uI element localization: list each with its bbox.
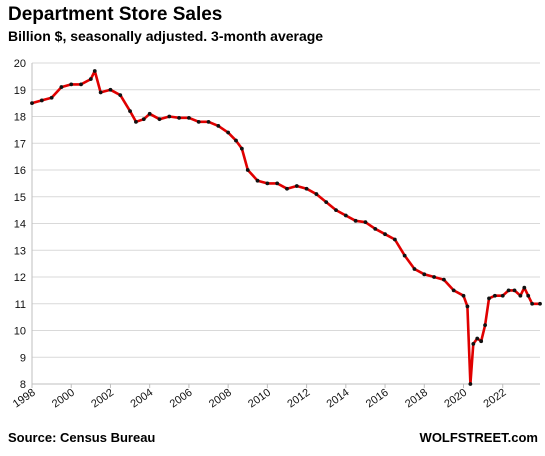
x-tick-label: 2006 (168, 387, 195, 411)
y-tick-label: 16 (14, 165, 26, 177)
data-point (518, 293, 523, 298)
chart-title: Department Store Sales (8, 4, 223, 25)
data-point (49, 95, 54, 100)
y-tick-label: 20 (14, 58, 26, 70)
data-point (88, 77, 93, 81)
data-point (226, 130, 231, 135)
data-point (294, 184, 299, 188)
data-point (108, 87, 113, 92)
data-point (245, 168, 250, 172)
data-point (483, 323, 487, 328)
data-point (157, 117, 162, 122)
source-note: Source: Census Bureau (8, 430, 156, 445)
data-point (402, 253, 407, 258)
data-point (422, 272, 427, 277)
data-point (216, 123, 221, 128)
y-tick-label: 9 (20, 352, 26, 364)
data-point (275, 181, 280, 186)
data-point (59, 85, 64, 89)
y-tick-label: 13 (14, 245, 26, 257)
data-point (383, 232, 387, 237)
data-point (392, 237, 397, 242)
y-tick-label: 18 (14, 112, 26, 124)
data-point (265, 181, 270, 186)
data-point (285, 186, 289, 191)
data-point (187, 115, 191, 120)
x-tick-label: 2020 (442, 387, 469, 411)
y-tick-label: 19 (14, 85, 26, 97)
data-point (432, 275, 436, 279)
data-point (522, 285, 527, 290)
data-point (343, 213, 348, 218)
data-point (363, 220, 368, 225)
y-tick-label: 10 (14, 326, 26, 338)
data-point (506, 288, 511, 293)
x-tick-label: 2016 (364, 387, 391, 411)
data-point (69, 82, 74, 87)
data-point (30, 101, 34, 106)
data-point (147, 111, 152, 116)
data-point (451, 288, 456, 293)
data-point (471, 341, 476, 346)
data-point (167, 114, 172, 119)
x-tick-label: 2010 (246, 387, 273, 411)
data-point (39, 98, 44, 103)
x-tick-label: 2014 (325, 387, 352, 411)
data-point (304, 186, 309, 191)
x-tick-label: 2022 (482, 387, 509, 411)
x-tick-label: 1998 (11, 387, 38, 411)
series-line (30, 69, 542, 386)
data-point (79, 82, 83, 87)
data-point (487, 296, 491, 301)
x-tick-label: 2000 (50, 387, 77, 411)
data-point (196, 119, 201, 124)
data-point (206, 119, 211, 124)
brand-logo-text: WOLFSTREET.com (419, 430, 538, 445)
data-point (118, 93, 123, 97)
x-tick-label: 2008 (207, 387, 234, 411)
data-point (177, 115, 182, 120)
data-point (465, 304, 470, 309)
data-point (526, 293, 531, 298)
data-point (134, 119, 138, 124)
data-point (239, 146, 244, 151)
data-point (353, 218, 358, 223)
x-tick-label: 2004 (128, 387, 155, 411)
data-point (234, 138, 238, 143)
data-point (500, 293, 505, 298)
data-point (373, 226, 378, 231)
x-tick-label: 2018 (403, 387, 430, 411)
chart-subtitle: Billion $, seasonally adjusted. 3-month … (8, 28, 324, 44)
data-point (412, 267, 417, 271)
y-tick-label: 15 (14, 192, 26, 204)
y-tick-label: 12 (14, 272, 26, 284)
data-point (314, 192, 319, 196)
y-tick-label: 17 (14, 138, 26, 150)
data-point (512, 288, 517, 293)
data-point (441, 277, 446, 282)
y-tick-label: 8 (20, 379, 26, 391)
data-point (468, 382, 473, 386)
data-point (324, 200, 329, 205)
data-point (92, 69, 97, 73)
data-point (141, 117, 146, 122)
data-point (334, 208, 338, 213)
data-point (255, 178, 260, 183)
data-point (475, 336, 480, 341)
x-tick-label: 2002 (89, 387, 116, 411)
data-point (538, 301, 542, 306)
data-point (479, 339, 484, 344)
data-point (128, 109, 132, 114)
data-point (98, 90, 103, 95)
data-point (492, 293, 497, 298)
y-tick-label: 14 (14, 219, 26, 231)
data-point (461, 293, 466, 298)
y-tick-label: 11 (15, 299, 26, 311)
x-tick-label: 2012 (285, 387, 312, 411)
data-point (530, 301, 535, 306)
